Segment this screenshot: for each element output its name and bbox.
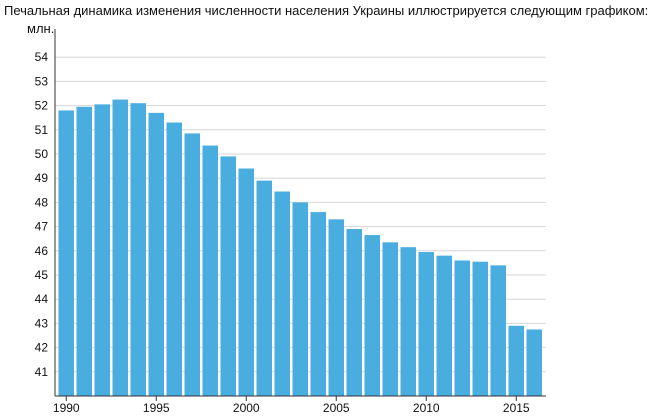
y-axis-unit-label: млн.: [27, 21, 55, 36]
bar-1992: [94, 104, 110, 396]
y-tick-label-52: 52: [35, 99, 49, 113]
bar-1991: [76, 106, 92, 396]
axes: [54, 29, 546, 401]
bar-2011: [436, 255, 452, 396]
y-tick-label-53: 53: [35, 74, 49, 88]
x-tick-labels: 1990 1995 2000 2005 2010 2015: [53, 401, 530, 415]
y-tick-label-51: 51: [35, 123, 49, 137]
x-tick-label-2015: 2015: [503, 401, 530, 415]
x-tick-label-2005: 2005: [323, 401, 350, 415]
y-tick-label-44: 44: [35, 292, 49, 306]
bar-2016: [526, 329, 542, 396]
y-tick-label-41: 41: [35, 365, 49, 379]
y-tick-label-54: 54: [35, 50, 49, 64]
x-tick-label-1990: 1990: [53, 401, 80, 415]
y-tick-labels: 41 42 43 44 45 46 47 48 49 50 51 52 53 54: [35, 50, 49, 379]
x-tick-label-2010: 2010: [413, 401, 440, 415]
y-tick-label-50: 50: [35, 147, 49, 161]
chart-caption: Печальная динамика изменения численности…: [4, 3, 649, 18]
bar-2008: [382, 242, 398, 396]
y-tick-label-49: 49: [35, 171, 49, 185]
bar-2002: [274, 191, 290, 396]
bar-2004: [310, 212, 326, 396]
y-tick-label-48: 48: [35, 195, 49, 209]
x-tick-label-2000: 2000: [233, 401, 260, 415]
bars: [58, 99, 542, 397]
bar-2006: [346, 229, 362, 396]
bar-1995: [148, 112, 164, 397]
bar-2012: [454, 260, 470, 396]
x-tick-label-1995: 1995: [143, 401, 170, 415]
y-tick-label-43: 43: [35, 316, 49, 330]
y-tick-label-46: 46: [35, 244, 49, 258]
bar-2015: [508, 325, 524, 396]
bar-1990: [58, 110, 74, 396]
bar-2003: [292, 202, 308, 396]
y-tick-label-47: 47: [35, 220, 49, 234]
bar-1999: [220, 156, 236, 396]
y-tick-label-45: 45: [35, 268, 49, 282]
bar-2010: [418, 252, 434, 396]
bar-2009: [400, 247, 416, 396]
bar-2000: [238, 168, 254, 396]
bar-2014: [490, 265, 506, 396]
bar-2007: [364, 235, 380, 396]
bar-1993: [112, 99, 128, 397]
bar-1996: [166, 122, 182, 396]
bar-2013: [472, 261, 488, 396]
bar-1997: [184, 133, 200, 396]
bar-1994: [130, 103, 146, 397]
y-tick-label-42: 42: [35, 341, 49, 355]
bar-1998: [202, 145, 218, 396]
bar-2001: [256, 180, 272, 396]
bar-2005: [328, 219, 344, 396]
